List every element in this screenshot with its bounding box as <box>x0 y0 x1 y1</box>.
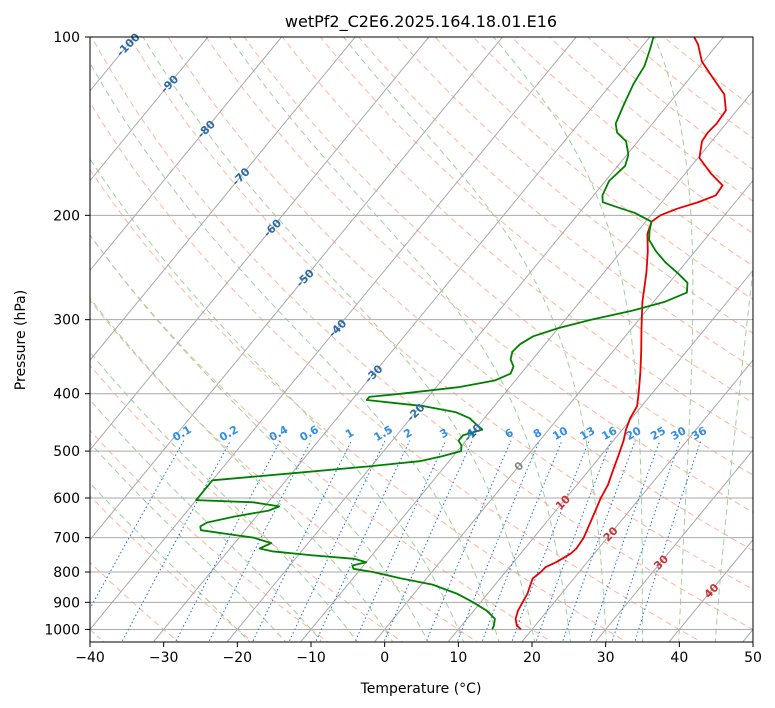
dry-adiabat <box>91 37 753 631</box>
isotherm-line <box>90 37 209 182</box>
mixing-ratio-line <box>174 440 281 642</box>
moist-adiabat <box>90 297 394 642</box>
mixing-ratio-line <box>121 440 231 642</box>
mixing-ratio-lines <box>90 440 702 642</box>
y-tick-label: 300 <box>53 313 80 329</box>
x-tick-label: 20 <box>523 650 541 666</box>
moist-adiabat <box>142 37 536 642</box>
isotherm-line <box>300 90 753 642</box>
temperature-line <box>514 37 727 631</box>
x-tick-label: −40 <box>75 650 105 666</box>
mixing-ratio-line <box>456 440 540 642</box>
isotherm-line <box>90 37 356 361</box>
moist-adiabat <box>228 37 571 642</box>
dry-adiabat <box>510 37 753 234</box>
isotherm-line <box>594 449 753 642</box>
isotherm-line <box>90 37 577 631</box>
x-axis-label: Temperature (°C) <box>360 681 482 697</box>
y-tick-label: 600 <box>53 491 80 507</box>
dry-adiabat <box>167 37 753 552</box>
moist-adiabat <box>493 37 644 642</box>
isotherm-line <box>90 37 430 451</box>
axes: −40 −30 −20 −10 0 10 20 30 40 50 100 200 300 400 500 60… <box>44 30 762 666</box>
mixing-ratio-line <box>634 440 702 642</box>
y-tick-label: 900 <box>53 595 80 611</box>
dry-adiabat <box>472 37 753 267</box>
x-tick-label: 50 <box>744 650 762 666</box>
isotherm-line <box>152 37 651 642</box>
isotherm-line <box>373 179 753 642</box>
isotherm-line <box>521 359 753 642</box>
y-tick-label: 200 <box>53 208 80 224</box>
x-tick-label: −10 <box>296 650 326 666</box>
x-tick-label: 30 <box>597 650 615 666</box>
dry-adiabat <box>281 37 753 440</box>
moist-adiabat <box>90 234 429 642</box>
mixing-ratio-line <box>611 440 681 642</box>
isotherm-line <box>226 37 725 642</box>
dry-adiabat <box>320 37 753 404</box>
moist-adiabat <box>90 442 287 642</box>
chart-title: wetPf2_C2E6.2025.164.18.01.E16 <box>285 12 557 32</box>
x-tick-label: −30 <box>149 650 179 666</box>
isotherm-line <box>90 37 283 272</box>
moist-adiabat <box>90 482 251 642</box>
y-tick-label: 1000 <box>44 622 80 638</box>
x-tick-label: −20 <box>223 650 253 666</box>
mixing-ratio-line <box>288 440 386 642</box>
y-tick-label: 500 <box>53 444 80 460</box>
moist-adiabat <box>90 62 500 642</box>
moist-adiabat <box>343 37 607 642</box>
y-tick-label: 800 <box>53 565 80 581</box>
moist-adiabat <box>90 158 465 642</box>
moist-adiabat <box>654 37 694 642</box>
moist-adiabat <box>90 351 358 642</box>
dry-adiabat <box>90 234 553 642</box>
sounding-series <box>195 37 727 631</box>
mixing-ratio-line <box>315 440 411 642</box>
dry-adiabat <box>90 299 479 642</box>
dry-adiabat <box>90 101 703 642</box>
isotherm-line <box>668 538 753 642</box>
x-tick-label: 40 <box>670 650 688 666</box>
dry-adiabat <box>548 37 753 202</box>
y-axis-label: Pressure (hPa) <box>13 290 29 390</box>
background-lines <box>90 37 753 642</box>
y-tick-label: 400 <box>53 387 80 403</box>
dewpoint-line <box>195 37 689 630</box>
y-tick-label: 700 <box>53 531 80 547</box>
mixing-ratio-line <box>425 440 512 642</box>
mixing-ratio-line <box>481 440 563 642</box>
dry-adiabat <box>205 37 753 513</box>
dry-adiabat <box>434 37 753 300</box>
mixing-ratio-line <box>383 440 473 642</box>
dry-adiabat <box>90 429 329 642</box>
dry-adiabat <box>358 37 753 369</box>
moist-adiabat <box>714 263 753 642</box>
plot-frame <box>89 36 754 643</box>
isotherm-line <box>90 37 504 541</box>
y-tick-label: 100 <box>53 30 80 46</box>
x-tick-label: 0 <box>380 650 389 666</box>
isotherm-line <box>447 269 753 642</box>
x-tick-label: 10 <box>449 650 467 666</box>
